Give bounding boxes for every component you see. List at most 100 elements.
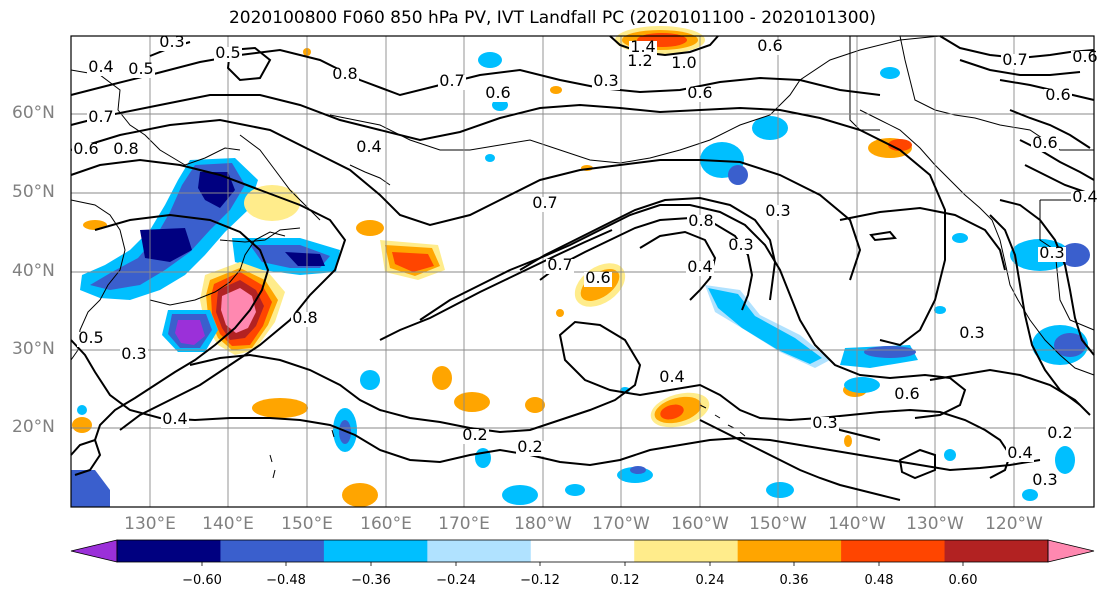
contour-label: 0.6 bbox=[73, 139, 98, 158]
ivt-contour bbox=[989, 214, 1081, 406]
colorbar-extend-low bbox=[70, 539, 118, 563]
ivt-contour bbox=[379, 229, 613, 341]
contour-label-bg bbox=[1044, 89, 1072, 104]
ivt-contour bbox=[70, 438, 102, 476]
pv-shade bbox=[285, 252, 325, 266]
contour-label-bg bbox=[484, 87, 512, 102]
contour-label-bg bbox=[626, 55, 654, 70]
coastlines bbox=[70, 35, 1095, 479]
contour-labels: 0.30.50.4 0.5 0.8 0.70.60.31.41.2 1.00.60.60… bbox=[72, 32, 1099, 489]
contour-label: 0.3 bbox=[121, 344, 146, 363]
coastline bbox=[899, 35, 1094, 151]
latitude-label: 50°N bbox=[12, 182, 55, 202]
longitude-label: 150°W bbox=[749, 514, 807, 534]
contour-label-bg bbox=[531, 197, 559, 212]
colorbar-segment bbox=[634, 540, 739, 562]
colorbar-tick-label: 0.60 bbox=[948, 573, 978, 588]
contour-label: 0.8 bbox=[113, 139, 138, 158]
contour-label: 0.6 bbox=[585, 268, 610, 287]
contour-label-bg bbox=[1046, 427, 1074, 442]
pv-shade bbox=[708, 288, 822, 364]
contour-label-bg bbox=[291, 312, 319, 327]
ivt-contour bbox=[1009, 109, 1091, 149]
colorbar-tick-label: −0.24 bbox=[436, 573, 476, 588]
contour-label: 0.2 bbox=[1047, 423, 1072, 442]
pv-shade bbox=[752, 116, 788, 140]
coastline bbox=[349, 164, 391, 186]
pv-shade bbox=[728, 165, 748, 185]
contour-label: 0.2 bbox=[462, 425, 487, 444]
contour-label-bg bbox=[687, 215, 715, 230]
contour-label-bg bbox=[112, 143, 140, 158]
contour-label: 0.6 bbox=[485, 83, 510, 102]
contour-label-bg bbox=[158, 36, 186, 51]
map-frame bbox=[70, 35, 1095, 508]
pv-shade bbox=[766, 482, 794, 498]
longitude-label: 130°E bbox=[124, 514, 176, 534]
ivt-contour bbox=[699, 419, 901, 501]
contour-label-bg bbox=[516, 441, 544, 456]
contour-label-bg bbox=[214, 47, 242, 62]
contour-label-bg bbox=[811, 417, 839, 432]
contour-label: 0.6 bbox=[757, 36, 782, 55]
contour-label-bg bbox=[72, 143, 100, 158]
pv-shade bbox=[556, 309, 564, 317]
contour-label-bg bbox=[161, 413, 189, 428]
colorbar-segment bbox=[530, 540, 635, 562]
ivt-contour bbox=[999, 199, 1095, 356]
contour-label-bg bbox=[1038, 247, 1066, 262]
contour-label: 0.5 bbox=[128, 59, 153, 78]
contour-label-bg bbox=[1031, 474, 1059, 489]
coastline bbox=[329, 35, 941, 164]
ivt-contour bbox=[70, 94, 946, 347]
contour-label-bg bbox=[546, 259, 574, 274]
pv-shade bbox=[630, 466, 646, 474]
ivt-contour bbox=[70, 48, 881, 97]
contour-label: 0.4 bbox=[162, 409, 187, 428]
contour-label-bg bbox=[1071, 191, 1099, 206]
ivt-contour bbox=[189, 320, 1012, 479]
ivt-contour bbox=[898, 448, 936, 480]
longitude-label: 140°W bbox=[828, 514, 886, 534]
pv-shade bbox=[952, 233, 968, 243]
contour-label: 0.8 bbox=[292, 308, 317, 327]
contour-label: 0.3 bbox=[1032, 470, 1057, 489]
ivt-contour bbox=[869, 230, 897, 242]
contour-label: 0.4 bbox=[687, 257, 712, 276]
longitude-label: 150°E bbox=[281, 514, 333, 534]
colorbar-tick-label: 0.12 bbox=[610, 573, 640, 588]
longitude-label: 160°E bbox=[360, 514, 412, 534]
contour-label-bg bbox=[727, 239, 755, 254]
contour-label: 0.4 bbox=[356, 137, 381, 156]
pv-shade bbox=[360, 370, 380, 390]
colorbar-tick-label: 0.24 bbox=[695, 573, 725, 588]
contour-label: 0.3 bbox=[728, 235, 753, 254]
colorbar-segment bbox=[944, 540, 1049, 562]
contour-label-bg bbox=[1031, 137, 1059, 152]
ivt-contour bbox=[929, 368, 1091, 416]
contour-label: 0.4 bbox=[88, 57, 113, 76]
contour-label: 0.7 bbox=[532, 193, 557, 212]
contour-label: 1.0 bbox=[671, 53, 696, 72]
contour-label-bg bbox=[584, 272, 612, 287]
contour-label-bg bbox=[1001, 54, 1029, 69]
contour-label: 0.7 bbox=[1002, 50, 1027, 69]
contour-label: 0.3 bbox=[959, 323, 984, 342]
ivt-contour bbox=[959, 59, 1081, 76]
pv-shade bbox=[525, 397, 545, 413]
colorbar-tick-label: 0.36 bbox=[779, 573, 809, 588]
pv-shade bbox=[565, 484, 585, 496]
pv-shade bbox=[1055, 446, 1075, 474]
pv-shade bbox=[934, 306, 946, 314]
contour-label-bg bbox=[461, 429, 489, 444]
pv-shade bbox=[198, 172, 235, 208]
ivt-contour bbox=[94, 213, 270, 441]
contour-label: 0.6 bbox=[894, 384, 919, 403]
pv-shade bbox=[660, 404, 684, 420]
ivt-contour bbox=[70, 118, 862, 281]
pv-shade bbox=[864, 346, 916, 358]
colorbar-tick-label: −0.60 bbox=[182, 573, 222, 588]
graticule bbox=[71, 36, 1094, 507]
coastline bbox=[849, 36, 880, 131]
